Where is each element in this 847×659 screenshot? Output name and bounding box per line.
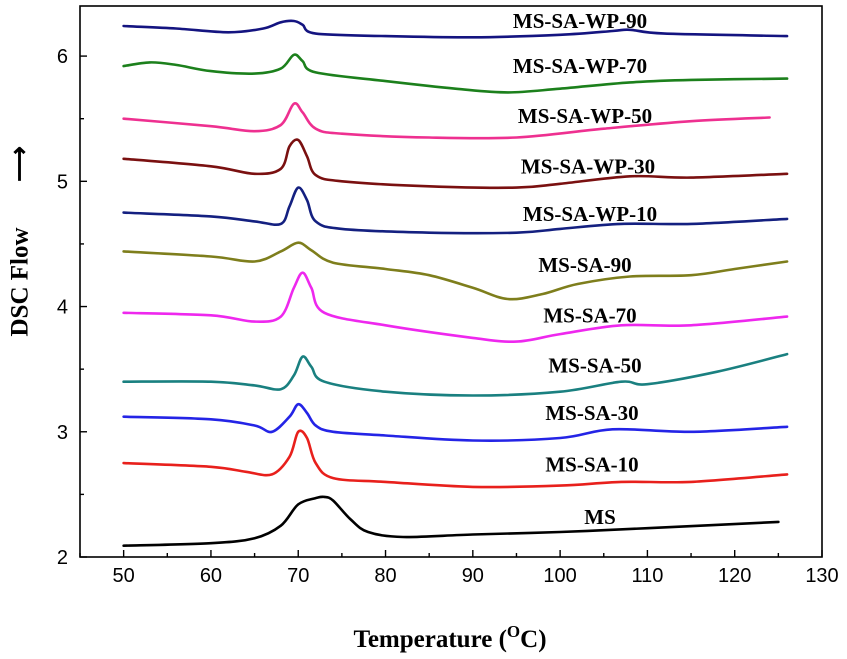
x-tick-label-6: 110 <box>631 565 663 587</box>
series-labels: MS MS-SA-10 MS-SA-30 MS-SA-50 MS-SA-70 MS-SA-… <box>513 9 657 529</box>
series-label-ms-sa-50: MS-SA-50 <box>548 353 641 377</box>
series-line-ms-sa-wp-50 <box>122 102 771 140</box>
series-label-ms: MS <box>584 505 616 529</box>
y-axis-title: DSC Flow <box>7 227 34 336</box>
series-label-ms-sa-30: MS-SA-30 <box>545 401 638 425</box>
series-line-ms-sa-wp-70 <box>122 53 789 94</box>
x-tick-label-0: 50 <box>113 565 135 587</box>
y-axis-title-group: DSC Flow ⟶ <box>7 146 34 337</box>
x-tick-label-3: 80 <box>374 565 396 587</box>
y-tick-label-0: 2 <box>57 547 68 569</box>
y-axis-arrow-icon: ⟶ <box>7 146 34 182</box>
x-tick-label-4: 90 <box>462 565 484 587</box>
series-line-ms-sa-wp-10 <box>122 186 789 235</box>
series-label-ms-sa-wp-10: MS-SA-WP-10 <box>523 202 657 226</box>
y-tick-label-2: 4 <box>57 297 68 319</box>
y-tick-label-4: 6 <box>57 46 68 68</box>
x-axis-ticks: 50 60 70 80 90 100 110 120 130 <box>79 550 839 587</box>
x-tick-label-8: 130 <box>805 565 838 587</box>
x-tick-label-1: 60 <box>200 565 222 587</box>
series-line-ms-sa-90 <box>122 241 789 301</box>
x-tick-label-5: 100 <box>543 565 576 587</box>
series-line-ms-sa-wp-30 <box>122 138 789 190</box>
series-line-ms-sa-50 <box>122 352 789 397</box>
y-axis-ticks: 2 3 4 5 6 <box>57 46 87 569</box>
series-label-ms-sa-10: MS-SA-10 <box>545 452 638 476</box>
x-axis-title: Temperature (OC) <box>353 622 546 653</box>
y-tick-label-3: 5 <box>57 171 68 193</box>
x-axis-title-unit: C) <box>520 626 546 653</box>
series-label-ms-sa-90: MS-SA-90 <box>538 253 631 277</box>
series-label-ms-sa-wp-90: MS-SA-WP-90 <box>513 9 647 33</box>
series-line-ms <box>122 495 780 547</box>
x-tick-label-7: 120 <box>718 565 751 587</box>
series-line-ms-sa-10 <box>122 429 789 489</box>
y-tick-label-1: 3 <box>57 422 68 444</box>
series-line-ms-sa-wp-90 <box>122 19 789 39</box>
series-label-ms-sa-wp-70: MS-SA-WP-70 <box>513 54 647 78</box>
series-label-ms-sa-70: MS-SA-70 <box>543 303 636 327</box>
series-line-ms-sa-70 <box>122 271 789 344</box>
x-axis-title-main: Temperature ( <box>353 626 506 653</box>
x-tick-label-2: 70 <box>287 565 309 587</box>
plot-border <box>79 5 823 558</box>
x-axis-title-superscript: O <box>507 622 520 641</box>
series-label-ms-sa-wp-30: MS-SA-WP-30 <box>521 154 655 178</box>
series-line-ms-sa-30 <box>122 402 789 442</box>
series-label-ms-sa-wp-50: MS-SA-WP-50 <box>518 104 652 128</box>
series-curves <box>122 19 789 547</box>
plot-frame <box>79 5 823 558</box>
